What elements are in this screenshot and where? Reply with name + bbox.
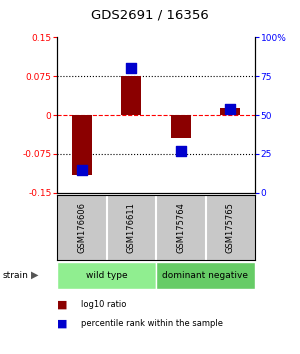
Bar	[220, 108, 240, 115]
Text: percentile rank within the sample: percentile rank within the sample	[81, 319, 223, 329]
Point	[129, 65, 134, 71]
Text: GSM176611: GSM176611	[127, 202, 136, 253]
Text: GDS2691 / 16356: GDS2691 / 16356	[91, 9, 209, 22]
Text: wild type: wild type	[86, 271, 127, 280]
Text: strain: strain	[3, 271, 29, 280]
Bar	[122, 76, 141, 115]
Text: ■: ■	[57, 319, 68, 329]
Text: log10 ratio: log10 ratio	[81, 300, 126, 309]
Bar	[171, 115, 191, 138]
Point	[228, 106, 233, 112]
Text: ▶: ▶	[31, 270, 38, 280]
Bar	[72, 115, 92, 175]
Text: GSM176606: GSM176606	[77, 202, 86, 253]
Point	[79, 167, 84, 172]
Text: GSM175765: GSM175765	[226, 202, 235, 253]
Point	[178, 148, 183, 154]
Text: GSM175764: GSM175764	[176, 202, 185, 253]
Text: dominant negative: dominant negative	[163, 271, 248, 280]
Text: ■: ■	[57, 299, 68, 309]
